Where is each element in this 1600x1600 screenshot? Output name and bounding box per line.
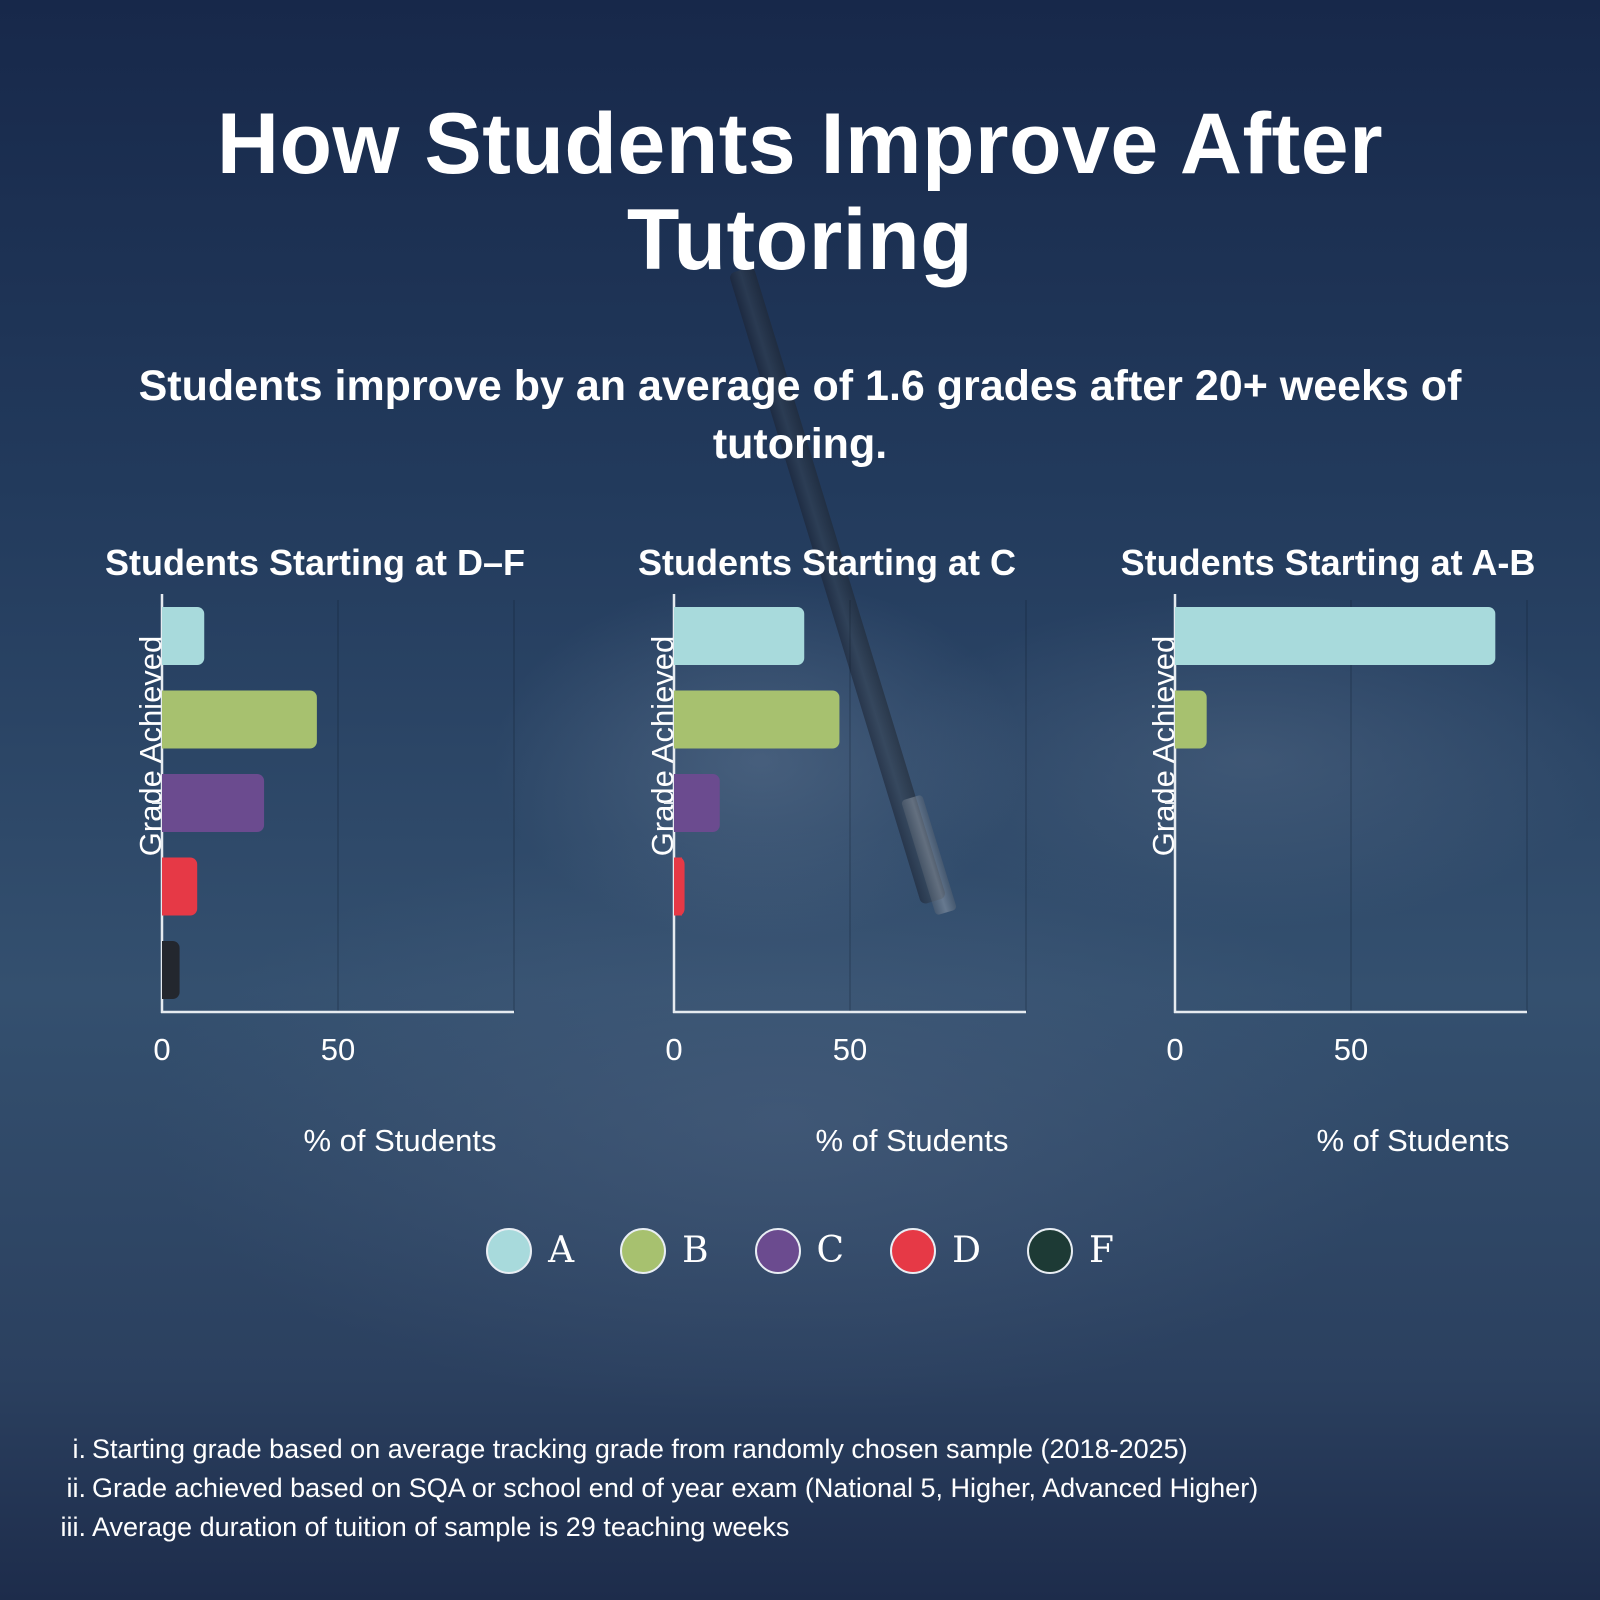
chart-panel-d-f: Students Starting at D–F Grade Achieved … (55, 540, 555, 1160)
bar-chart-c: 0 50 (664, 594, 1027, 1067)
x-axis-title: % of Students (815, 1123, 1009, 1158)
legend-item-f: F (1026, 1225, 1114, 1277)
footnote-number: iii. (60, 1512, 87, 1542)
footnote-number: ii. (66, 1473, 87, 1503)
legend-swatch (620, 1228, 667, 1274)
legend-swatch (754, 1228, 801, 1274)
bar-f-base (162, 941, 170, 999)
footnote-text: Average duration of tuition of sample is… (92, 1512, 790, 1542)
bar-b-base (674, 690, 682, 749)
bar-b-base (1175, 690, 1183, 749)
bar-a-base (162, 607, 170, 665)
bar-a (162, 607, 205, 665)
footnote: iii. Average duration of tuition of samp… (48, 1508, 1568, 1547)
legend-label: A (548, 1230, 575, 1271)
legend-label: C (816, 1230, 845, 1271)
legend-item-a: A (486, 1225, 574, 1277)
footnote-text: Starting grade based on average tracking… (92, 1434, 1188, 1464)
legend-item-d: D (890, 1225, 981, 1277)
page-title: How Students Improve After Tutoring (216, 96, 1384, 288)
x-tick-label: 50 (321, 1032, 355, 1067)
bar-c (162, 774, 265, 832)
legend-label: F (1088, 1230, 1114, 1271)
bar-chart-d-f: 0 50 (152, 594, 515, 1067)
bar-d-base (162, 857, 170, 916)
bar-chart-a-b: 0 50 (1165, 594, 1528, 1067)
legend: A B C D F (0, 1225, 1600, 1277)
footnote-number: i. (72, 1434, 87, 1464)
footnote-text: Grade achieved based on SQA or school en… (92, 1473, 1259, 1503)
bar-c (674, 774, 720, 832)
x-tick-label: 0 (1166, 1032, 1183, 1067)
page-subtitle: Students improve by an average of 1.6 gr… (138, 362, 1462, 468)
bar-a (674, 607, 805, 665)
bar-b (674, 690, 840, 749)
bar-c-base (162, 774, 170, 832)
chart-title: Students Starting at C (637, 542, 1017, 583)
legend-label: B (682, 1230, 709, 1271)
bar-b (162, 690, 317, 749)
legend-item-c: C (754, 1225, 845, 1277)
footnote: i. Starting grade based on average track… (48, 1430, 1568, 1469)
x-axis-title: % of Students (303, 1123, 497, 1158)
chart-title: Students Starting at A-B (1120, 542, 1536, 583)
x-tick-label: 0 (153, 1032, 170, 1067)
bar-d (162, 857, 198, 916)
legend-swatch (1026, 1228, 1073, 1274)
x-axis-title: % of Students (1316, 1123, 1510, 1158)
legend-swatch (890, 1228, 937, 1274)
x-tick-label: 50 (833, 1032, 867, 1067)
bar-a-base (1175, 607, 1183, 665)
chart-title: Students Starting at D–F (104, 542, 526, 583)
x-tick-label: 50 (1334, 1032, 1368, 1067)
bar-a (1175, 607, 1496, 665)
bar-c-base (674, 774, 682, 832)
footnote: ii. Grade achieved based on SQA or schoo… (48, 1469, 1568, 1508)
legend-item-b: B (620, 1225, 709, 1277)
chart-panel-a-b: Students Starting at A-B Grade Achieved … (1068, 540, 1568, 1160)
bar-d-base (674, 857, 682, 916)
x-tick-label: 0 (665, 1032, 682, 1067)
legend-swatch (486, 1228, 533, 1274)
bar-a-base (674, 607, 682, 665)
bar-b-base (162, 690, 170, 749)
footnotes: i. Starting grade based on average track… (48, 1430, 1568, 1547)
legend-label: D (952, 1230, 981, 1271)
